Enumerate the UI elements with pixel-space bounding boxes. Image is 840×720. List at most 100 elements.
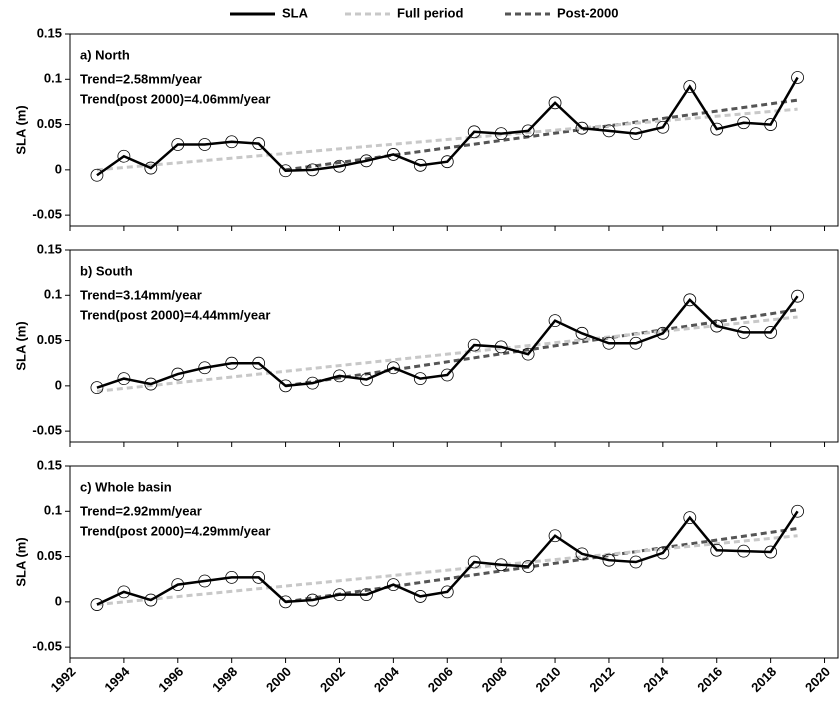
x-tick-label: 2004 (371, 663, 403, 695)
data-point (602, 124, 616, 138)
data-point (413, 590, 427, 603)
data-point (117, 372, 131, 386)
x-tick-label: 2010 (533, 664, 564, 695)
y-tick-label: -0.05 (32, 639, 62, 654)
data-point (710, 543, 724, 557)
series-line (96, 534, 798, 607)
legend-label: Full period (397, 5, 464, 20)
trend-annotation: Trend=2.92mm/year (80, 503, 202, 518)
data-point (791, 289, 804, 303)
data-point (333, 159, 346, 173)
x-tick-label: 1998 (209, 664, 240, 695)
data-point (440, 368, 454, 382)
data-point (629, 127, 643, 141)
y-tick-label: 0 (55, 593, 62, 608)
data-point (360, 154, 373, 168)
data-point (764, 545, 778, 559)
trend-annotation: Trend=3.14mm/year (80, 287, 202, 302)
data-point (413, 372, 427, 386)
data-point (737, 116, 751, 130)
y-tick-label: 0.15 (37, 457, 62, 472)
data-point (548, 529, 562, 543)
y-tick-label: 0.1 (44, 71, 62, 86)
panel: 0.15 0.1 0.05 0 -0.05 SLA (m) b) South Trend=3.… (13, 241, 839, 447)
x-tick-label: 2020 (802, 664, 833, 695)
data-point (575, 547, 589, 561)
data-point (494, 558, 508, 572)
panel: 0.15 0.1 0.05 0 -0.05 SLA (m) a) North Trend=2.… (13, 25, 839, 231)
series-line (96, 107, 798, 172)
y-tick-label: 0 (55, 377, 62, 392)
x-tick-label: 2008 (479, 664, 510, 695)
data-point (602, 553, 616, 567)
data-point (629, 555, 643, 569)
y-tick-label: -0.05 (32, 207, 62, 222)
data-point (117, 585, 131, 599)
data-point (791, 504, 804, 518)
data-point (710, 122, 724, 136)
y-axis-label: SLA (m) (13, 105, 28, 154)
data-point (467, 555, 481, 569)
data-point (144, 161, 158, 175)
legend-label: SLA (282, 5, 309, 20)
data-point (440, 585, 454, 599)
x-tick-label: 2012 (586, 664, 617, 695)
plot-frame (69, 249, 839, 443)
data-point (198, 138, 212, 151)
y-tick-label: 0.15 (37, 25, 62, 40)
series-line (96, 510, 799, 606)
data-point (521, 347, 535, 361)
data-point (521, 124, 535, 138)
x-tick-label: 1996 (155, 664, 186, 695)
series-line (96, 315, 798, 393)
plot-frame (69, 33, 839, 227)
data-point (252, 356, 266, 370)
series-line (285, 527, 798, 604)
data-point (198, 574, 212, 588)
panel-title: b) South (80, 263, 133, 278)
data-point (252, 570, 266, 584)
data-point (144, 377, 158, 391)
trend-annotation: Trend(post 2000)=4.29mm/year (80, 523, 270, 538)
x-tick-label: 1994 (101, 663, 133, 695)
data-point (225, 356, 239, 370)
data-point (360, 588, 373, 602)
data-point (440, 155, 454, 169)
x-tick-label: 1992 (47, 664, 78, 695)
panel-title: c) Whole basin (80, 479, 172, 494)
x-tick-label: 2018 (748, 664, 779, 695)
trend-annotation: Trend(post 2000)=4.44mm/year (80, 307, 270, 322)
data-point (386, 148, 400, 161)
x-tick-label: 2016 (694, 664, 725, 695)
data-point (171, 367, 185, 381)
data-point (683, 511, 697, 525)
data-point (171, 578, 185, 592)
y-tick-label: 0.1 (44, 503, 62, 518)
x-tick-label: 2006 (425, 664, 456, 695)
data-point (386, 361, 400, 375)
x-tick-label: 2000 (263, 664, 294, 695)
data-point (656, 120, 670, 134)
data-point (225, 570, 239, 584)
y-tick-label: 0.15 (37, 241, 62, 256)
data-point (171, 138, 185, 151)
trend-annotation: Trend=2.58mm/year (80, 71, 202, 86)
data-point (656, 326, 670, 340)
panel: 0.15 0.1 0.05 0 -0.05 1992 1994 1996 1998 2000 200… (13, 457, 839, 695)
data-point (683, 293, 697, 307)
data-point (494, 127, 508, 141)
series-line (96, 76, 799, 177)
series-line (96, 295, 799, 389)
data-point (225, 135, 239, 149)
data-point (521, 560, 535, 573)
y-tick-label: 0.05 (37, 116, 62, 131)
data-point (575, 326, 589, 340)
plot-frame (69, 465, 839, 659)
data-point (90, 168, 104, 182)
data-point (656, 546, 670, 560)
data-point (306, 593, 319, 607)
data-point (467, 125, 481, 139)
y-axis-label: SLA (m) (13, 537, 28, 586)
data-point (198, 361, 212, 375)
